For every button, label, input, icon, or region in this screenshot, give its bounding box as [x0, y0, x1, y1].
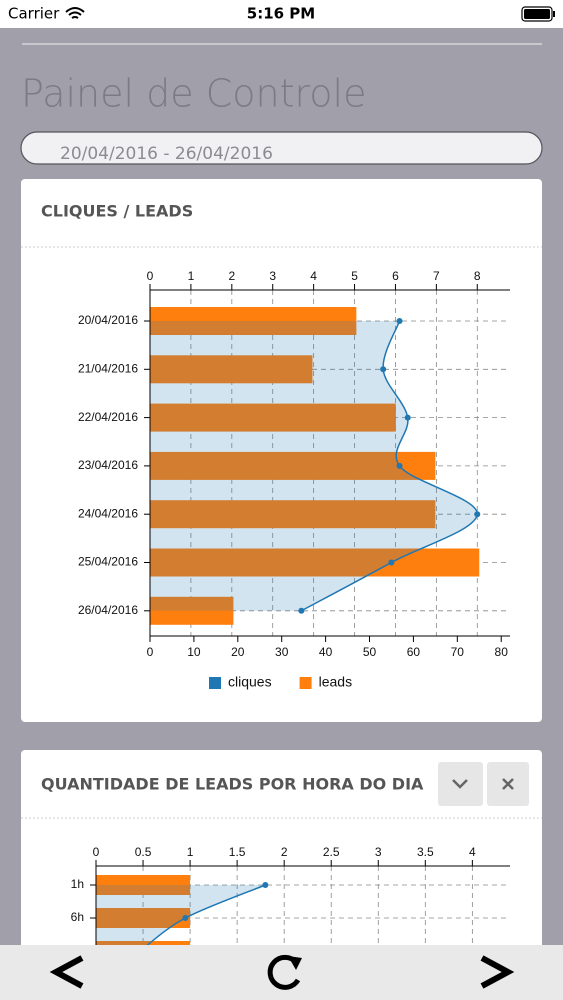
- chart: QUANTIDADE DE LEADS POR HORA DO DIA 0 0.5 1…: [41, 775, 510, 945]
- x-tick-label: 4: [469, 845, 476, 859]
- x-tick-label: 3: [269, 269, 276, 283]
- bar: [150, 451, 436, 480]
- x-tick-label: 3: [375, 845, 382, 859]
- y-tick-label: 22/04/2016: [78, 410, 138, 424]
- x-tick-label: 80: [495, 645, 509, 659]
- x-tick-label: 2.5: [323, 845, 340, 859]
- x-tick-label: 60: [407, 645, 421, 659]
- x-tick-label: 0: [147, 645, 154, 659]
- x-tick-label: 50: [363, 645, 377, 659]
- x-tick-label: 8: [474, 269, 481, 283]
- battery-tip: [553, 11, 555, 17]
- page-title: Painel de Controle: [21, 72, 366, 116]
- reload-button[interactable]: [267, 954, 301, 990]
- point: [396, 462, 403, 469]
- point: [396, 318, 403, 324]
- y-tick-label: 25/04/2016: [78, 555, 138, 569]
- carrier: Carrier: [8, 5, 60, 23]
- bar: [150, 548, 480, 577]
- y-tick-label: 26/04/2016: [78, 603, 138, 617]
- line: [301, 320, 479, 612]
- y-tick-label: 23/04/2016: [78, 458, 138, 472]
- x-tick-label: 40: [319, 645, 333, 659]
- y-tick-label: 6h: [71, 910, 84, 924]
- forward-button[interactable]: [480, 955, 515, 989]
- legend-swatch: [209, 677, 221, 689]
- point: [388, 559, 395, 566]
- point: [182, 915, 189, 921]
- clock: 5:16 PM: [247, 5, 315, 23]
- point: [404, 414, 411, 421]
- toolbar: [0, 945, 563, 1000]
- battery: [521, 6, 553, 22]
- bar: [150, 355, 313, 384]
- x-tick-label: 1: [187, 845, 194, 859]
- back-button[interactable]: [49, 955, 84, 989]
- point: [262, 882, 269, 888]
- legend-label: leads: [319, 674, 352, 690]
- panel: [21, 750, 542, 1000]
- x-tick-label: 70: [451, 645, 465, 659]
- y-tick-label: 20/04/2016: [78, 313, 138, 327]
- bar: [96, 875, 191, 895]
- date-range[interactable]: 20/04/2016 - 26/04/2016: [60, 144, 273, 164]
- x-tick-label: 20: [231, 645, 245, 659]
- legend-label: cliques: [228, 674, 272, 690]
- bar: [150, 403, 396, 432]
- y-tick-label: 1h: [71, 877, 84, 891]
- point: [474, 511, 481, 518]
- close-icon: [502, 778, 514, 790]
- x-tick-label: 0: [93, 845, 100, 859]
- y-tick-label: 21/04/2016: [78, 361, 138, 375]
- x-tick-label: 4: [310, 269, 317, 283]
- x-tick-label: 30: [275, 645, 289, 659]
- chevron-icon: [452, 779, 468, 789]
- x-tick-label: 0.5: [135, 845, 152, 859]
- reload-arrow: [288, 956, 302, 970]
- x-tick-label: 5: [351, 269, 358, 283]
- collapse-button[interactable]: [438, 762, 483, 806]
- x-tick-label: 1: [188, 269, 195, 283]
- wifi-icon: [65, 7, 85, 19]
- bar: [150, 500, 436, 529]
- battery-level: [524, 9, 550, 19]
- x-tick-label: 6: [392, 269, 399, 283]
- legend-swatch: [299, 677, 312, 689]
- x-tick-label: 3.5: [417, 845, 434, 859]
- point: [298, 607, 305, 614]
- y-tick-label: 24/04/2016: [78, 506, 138, 520]
- area: [150, 321, 478, 611]
- bar: [96, 908, 191, 928]
- panel-title: QUANTIDADE DE LEADS POR HORA DO DIA: [41, 775, 424, 794]
- x-tick-label: 0: [147, 269, 154, 283]
- panel-title: CLIQUES / LEADS: [41, 202, 193, 221]
- x-tick-label: 10: [187, 645, 201, 659]
- x-tick-label: 2: [228, 269, 235, 283]
- bar: [150, 596, 234, 625]
- status-bar: [0, 0, 563, 28]
- area: [96, 885, 266, 945]
- point: [380, 366, 387, 373]
- bar: [150, 307, 357, 335]
- x-tick-label: 7: [433, 269, 440, 283]
- x-tick-label: 1.5: [229, 845, 246, 859]
- bar: [96, 941, 191, 945]
- date-range-picker[interactable]: [20, 131, 543, 165]
- x-tick-label: 2: [281, 845, 288, 859]
